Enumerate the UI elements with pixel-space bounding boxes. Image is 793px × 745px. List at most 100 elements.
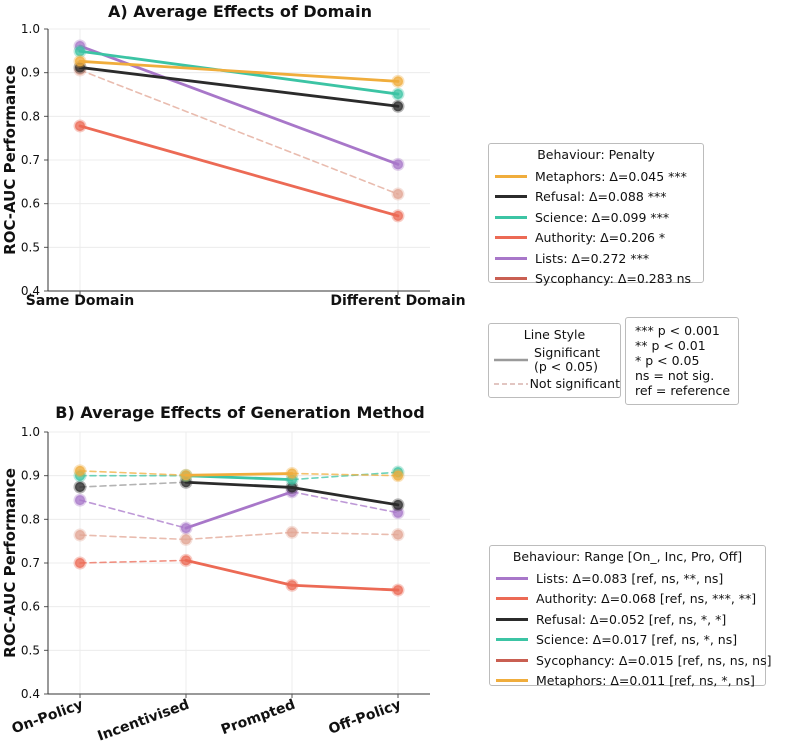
data-point bbox=[391, 583, 405, 597]
data-point bbox=[73, 119, 87, 133]
y-tick-label: 0.5 bbox=[21, 240, 40, 254]
legend-a-entry: Refusal: Δ=0.088 *** bbox=[489, 187, 703, 208]
legend-b-entry: Refusal: Δ=0.052 [ref, ns, *, *] bbox=[490, 609, 765, 630]
legend-b-swatch bbox=[496, 638, 528, 642]
y-axis-label: ROC-AUC Performance bbox=[1, 468, 19, 658]
significant-label: Significant bbox=[534, 345, 600, 360]
series-line-segment bbox=[79, 481, 187, 488]
series-authority bbox=[73, 119, 405, 223]
legend-a-label: Authority: Δ=0.206 * bbox=[535, 230, 666, 246]
series-lists bbox=[73, 39, 405, 171]
legend-a-entry: Sycophancy: Δ=0.283 ns bbox=[489, 269, 703, 290]
legend-b-swatch bbox=[496, 597, 528, 601]
significance-notes: *** p < 0.001 ** p < 0.01 * p < 0.05 ns … bbox=[625, 317, 739, 405]
legend-b-label: Refusal: Δ=0.052 [ref, ns, *, *] bbox=[536, 611, 727, 627]
series-sycophancy bbox=[73, 63, 405, 201]
series-line-segment bbox=[78, 66, 400, 108]
legend-a-label: Sycophancy: Δ=0.283 ns bbox=[535, 271, 692, 287]
legend-a-entry: Authority: Δ=0.206 * bbox=[489, 228, 703, 249]
x-tick-label: Off-Policy bbox=[327, 697, 404, 738]
y-tick-label: 0.6 bbox=[21, 600, 40, 614]
legend-b-entry: Metaphors: Δ=0.011 [ref, ns, *, ns] bbox=[490, 671, 765, 692]
legend-a-label: Metaphors: Δ=0.045 *** bbox=[535, 168, 687, 184]
data-point bbox=[391, 187, 405, 201]
legend-b-swatch bbox=[496, 576, 528, 580]
series-authority bbox=[73, 553, 405, 597]
y-tick-label: 0.4 bbox=[21, 687, 40, 701]
legend-b-label: Lists: Δ=0.083 [ref, ns, **, ns] bbox=[536, 570, 724, 586]
legend-b-label: Science: Δ=0.017 [ref, ns, *, ns] bbox=[536, 632, 738, 648]
not-significant-line-swatch bbox=[494, 383, 528, 385]
data-point bbox=[391, 157, 405, 171]
series-line-segment bbox=[79, 69, 399, 195]
legend-a-swatch bbox=[495, 215, 527, 219]
y-tick-label: 0.4 bbox=[21, 284, 40, 298]
data-point bbox=[285, 578, 299, 592]
series-sycophancy bbox=[73, 525, 405, 546]
series-line-segment bbox=[184, 490, 294, 530]
legend-behaviour-penalty: Behaviour: Penalty Metaphors: Δ=0.045 **… bbox=[488, 143, 704, 286]
data-point bbox=[391, 469, 405, 483]
chart-a: 0.4 0.5 0.6 0.7 0.8 0.9 1.0 A) Average Effects … bbox=[1, 2, 466, 309]
legend-line-style: Line Style Significant (p < 0.05) Not si… bbox=[488, 323, 621, 398]
data-point bbox=[73, 528, 87, 542]
data-point bbox=[391, 99, 405, 113]
series-line-segment bbox=[291, 471, 399, 481]
legend-a-swatch bbox=[495, 174, 527, 178]
data-point bbox=[179, 532, 193, 546]
line-style-not-significant: Not significant bbox=[489, 377, 620, 391]
series-line-segment bbox=[78, 59, 400, 83]
legend-a-entry: Science: Δ=0.099 *** bbox=[489, 207, 703, 228]
legend-a-swatch bbox=[495, 256, 527, 260]
legend-a-label: Lists: Δ=0.272 *** bbox=[535, 250, 650, 266]
legend-a-swatch bbox=[495, 236, 527, 240]
y-tick-label: 0.9 bbox=[21, 469, 40, 483]
series-line-segment bbox=[185, 531, 293, 541]
legend-a-entry: Lists: Δ=0.272 *** bbox=[489, 248, 703, 269]
legend-b-label: Sycophancy: Δ=0.015 [ref, ns, ns, ns] bbox=[536, 652, 772, 668]
series-metaphors bbox=[73, 464, 405, 483]
note-ns: ns = not sig. bbox=[635, 368, 715, 383]
series-line-segment bbox=[79, 499, 187, 529]
legend-a-title: Behaviour: Penalty bbox=[537, 147, 655, 162]
series-line-segment bbox=[79, 470, 187, 477]
legend-b-entry: Lists: Δ=0.083 [ref, ns, **, ns] bbox=[490, 568, 765, 589]
legend-b-swatch bbox=[496, 617, 528, 621]
series-line-segment bbox=[184, 480, 294, 489]
data-point bbox=[73, 54, 87, 68]
series-line-segment bbox=[290, 486, 400, 507]
line-style-significant: Significant (p < 0.05) bbox=[489, 346, 620, 374]
data-point bbox=[73, 480, 87, 494]
y-tick-label: 1.0 bbox=[21, 425, 40, 439]
data-point bbox=[391, 209, 405, 223]
data-point bbox=[285, 466, 299, 480]
legend-a-label: Refusal: Δ=0.088 *** bbox=[535, 189, 667, 205]
note-p01: ** p < 0.01 bbox=[635, 338, 706, 353]
series-line-segment bbox=[291, 472, 399, 477]
data-point bbox=[73, 493, 87, 507]
y-tick-label: 0.5 bbox=[21, 643, 40, 657]
chart-title: A) Average Effects of Domain bbox=[108, 2, 372, 21]
y-tick-label: 0.9 bbox=[21, 66, 40, 80]
series-lists bbox=[73, 485, 405, 535]
x-tick-label: Prompted bbox=[219, 697, 297, 739]
y-tick-label: 1.0 bbox=[21, 22, 40, 36]
legend-b-label: Authority: Δ=0.068 [ref, ns, ***, **] bbox=[536, 591, 757, 607]
significant-sublabel: (p < 0.05) bbox=[534, 359, 598, 374]
data-point bbox=[391, 74, 405, 88]
y-tick-label: 0.6 bbox=[21, 197, 40, 211]
note-ref: ref = reference bbox=[635, 383, 731, 398]
not-significant-label: Not significant bbox=[529, 376, 620, 391]
x-tick-label: Incentivised bbox=[95, 697, 191, 745]
data-point bbox=[73, 464, 87, 478]
series-line-segment bbox=[291, 531, 399, 536]
legend-b-entry: Sycophancy: Δ=0.015 [ref, ns, ns, ns] bbox=[490, 650, 771, 671]
note-p05: * p < 0.05 bbox=[635, 353, 700, 368]
series-line-segment bbox=[78, 124, 400, 218]
significant-line-swatch bbox=[494, 358, 528, 362]
series-refusal bbox=[73, 60, 405, 113]
data-point bbox=[73, 44, 87, 58]
y-tick-label: 0.7 bbox=[21, 153, 40, 167]
chart-title: B) Average Effects of Generation Method bbox=[55, 403, 424, 422]
